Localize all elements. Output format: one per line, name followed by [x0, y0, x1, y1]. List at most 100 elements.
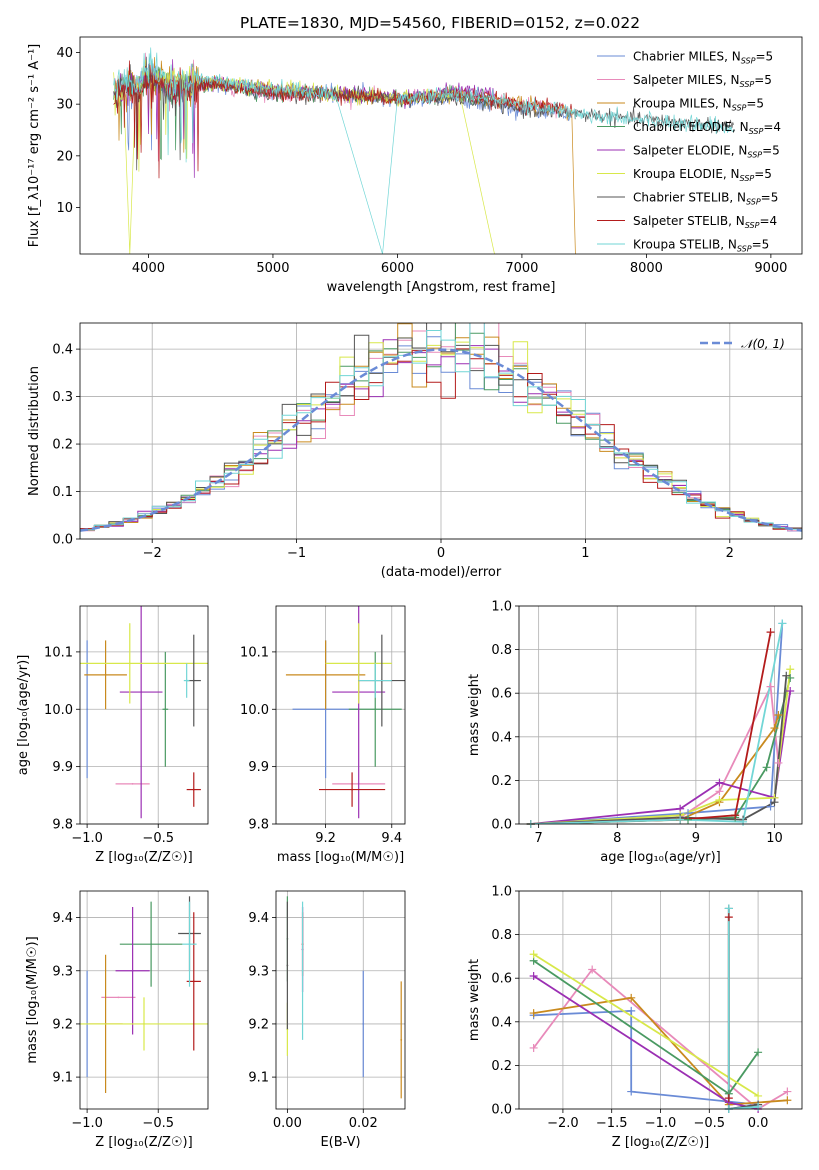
- y-tick-label: 10: [56, 201, 73, 216]
- weight-marker: [676, 815, 685, 824]
- spectrum-series: [113, 47, 734, 254]
- x-axis-label: Z [log₁₀(Z/Z☉)]: [612, 1135, 709, 1150]
- data-point: [140, 691, 143, 693]
- weight-series: [530, 677, 792, 824]
- weight-marker: [754, 1091, 763, 1100]
- y-tick-label: 0.4: [491, 1015, 512, 1030]
- data-point: [188, 943, 191, 946]
- data-point: [301, 969, 304, 972]
- x-tick-label: 0.02: [349, 1116, 378, 1131]
- weight-marker: [754, 1048, 763, 1057]
- weight-series: [533, 953, 759, 1097]
- weight-marker: [783, 1096, 792, 1105]
- y-axis-label: mass weight: [467, 959, 482, 1041]
- x-tick-label: −1.0: [645, 1116, 677, 1131]
- weight-marker: [770, 724, 779, 733]
- x-tick-label: 2: [726, 546, 734, 561]
- weight-marker: [766, 802, 775, 811]
- weight-series: [727, 908, 759, 1109]
- data-point: [185, 679, 188, 682]
- data-point: [131, 782, 134, 785]
- weight-series: [727, 908, 759, 1109]
- weight-marker: [724, 904, 733, 913]
- y-tick-label: 9.1: [52, 1071, 73, 1086]
- y-tick-label: 0.2: [52, 438, 73, 453]
- weight-marker: [529, 972, 538, 981]
- weight-marker: [724, 913, 733, 922]
- weight-marker: [627, 993, 636, 1002]
- x-tick-label: 0: [437, 546, 445, 561]
- data-point: [150, 943, 153, 946]
- x-tick-label: −1.5: [596, 1116, 628, 1131]
- panel-spectrum: 4000 5000 6000 7000 8000 9000 10 20 30 40 waveleng…: [27, 36, 803, 295]
- y-tick-label: 9.3: [52, 964, 73, 979]
- weight-marker: [766, 628, 775, 637]
- y-axis-label: mass [log₁₀(M/M☉)]: [25, 936, 40, 1063]
- data-point: [131, 969, 134, 972]
- x-tick-label: 7: [535, 831, 543, 846]
- legend-entry: Chabrier STELIB, NSSP=5: [633, 191, 778, 207]
- axes-frame: [79, 890, 209, 1110]
- y-tick-label: 0.4: [52, 343, 73, 358]
- plot-area: [285, 606, 405, 819]
- weight-marker: [774, 758, 783, 767]
- y-tick-label: 9.4: [248, 911, 269, 926]
- data-point: [351, 788, 353, 791]
- weight-marker: [588, 965, 597, 974]
- x-tick-label: −1.0: [71, 1116, 103, 1131]
- panel-residuals: −2 −1 0 1 2 0.0 0.1 0.2 0.3 0.4 (data-model)/error…: [27, 322, 803, 580]
- x-tick-label: 8000: [630, 261, 663, 276]
- x-tick-label: −1: [287, 546, 306, 561]
- y-tick-label: 0.0: [491, 818, 512, 833]
- weight-marker: [731, 811, 740, 820]
- x-axis-label: (data-model)/error: [381, 565, 502, 580]
- y-tick-label: 30: [56, 98, 73, 113]
- x-tick-label: −1.0: [71, 831, 103, 846]
- y-tick-label: 0.8: [491, 643, 512, 658]
- weight-marker: [786, 673, 795, 682]
- data-point: [192, 788, 195, 791]
- data-point: [324, 673, 327, 676]
- x-tick-label: −2.0: [547, 1116, 579, 1131]
- data-point: [286, 964, 289, 967]
- y-tick-label: 0.6: [491, 687, 512, 702]
- spectrum-series: [113, 60, 573, 179]
- x-axis-label: age [log₁₀(age/yr)]: [600, 850, 721, 865]
- legend-entry: Chabrier ELODIE, NSSP=4: [633, 120, 781, 136]
- axes-frame: [518, 605, 803, 825]
- y-axis-label: Flux [f_λ10⁻¹⁷ erg cm⁻² s⁻¹ A⁻¹]: [27, 44, 42, 248]
- weight-marker: [529, 1009, 538, 1018]
- x-tick-label: 9.4: [381, 831, 402, 846]
- axes-frame: [79, 36, 803, 255]
- y-tick-label: 10.1: [44, 645, 73, 660]
- weight-marker: [770, 798, 779, 807]
- y-tick-label: 9.8: [52, 818, 73, 833]
- y-tick-label: 9.1: [248, 1071, 269, 1086]
- y-tick-label: 10.0: [240, 703, 269, 718]
- legend-entry: Salpeter MILES, NSSP=5: [633, 73, 772, 89]
- y-tick-label: 9.3: [248, 964, 269, 979]
- x-tick-label: 9: [692, 831, 700, 846]
- weight-marker: [715, 787, 724, 796]
- legend-entry: Kroupa STELIB, NSSP=5: [633, 238, 769, 254]
- data-point: [128, 662, 131, 665]
- x-tick-label: 8: [613, 831, 621, 846]
- plot-area: [80, 896, 208, 1094]
- panels: 4000 5000 6000 7000 8000 900010203040waveleng…: [16, 36, 803, 1150]
- weight-marker: [754, 1102, 763, 1111]
- x-tick-label: −0.5: [142, 1116, 174, 1131]
- weight-marker: [684, 815, 693, 824]
- y-axis-label: Normed distribution: [27, 366, 42, 496]
- y-tick-label: 0.2: [491, 774, 512, 789]
- legend-entry: Salpeter ELODIE, NSSP=5: [633, 144, 780, 160]
- weight-marker: [782, 671, 791, 680]
- y-tick-label: 9.2: [248, 1017, 269, 1032]
- panel-mass_vs_ebv: 0.00 0.02 9.1 9.2 9.3 9.4 E(B-V): [248, 890, 406, 1150]
- weight-marker: [627, 1087, 636, 1096]
- data-point: [104, 673, 107, 676]
- axes-frame: [79, 605, 209, 825]
- plot-area: [80, 323, 802, 539]
- y-tick-label: 9.9: [52, 760, 73, 775]
- y-tick-label: 1.0: [491, 600, 512, 615]
